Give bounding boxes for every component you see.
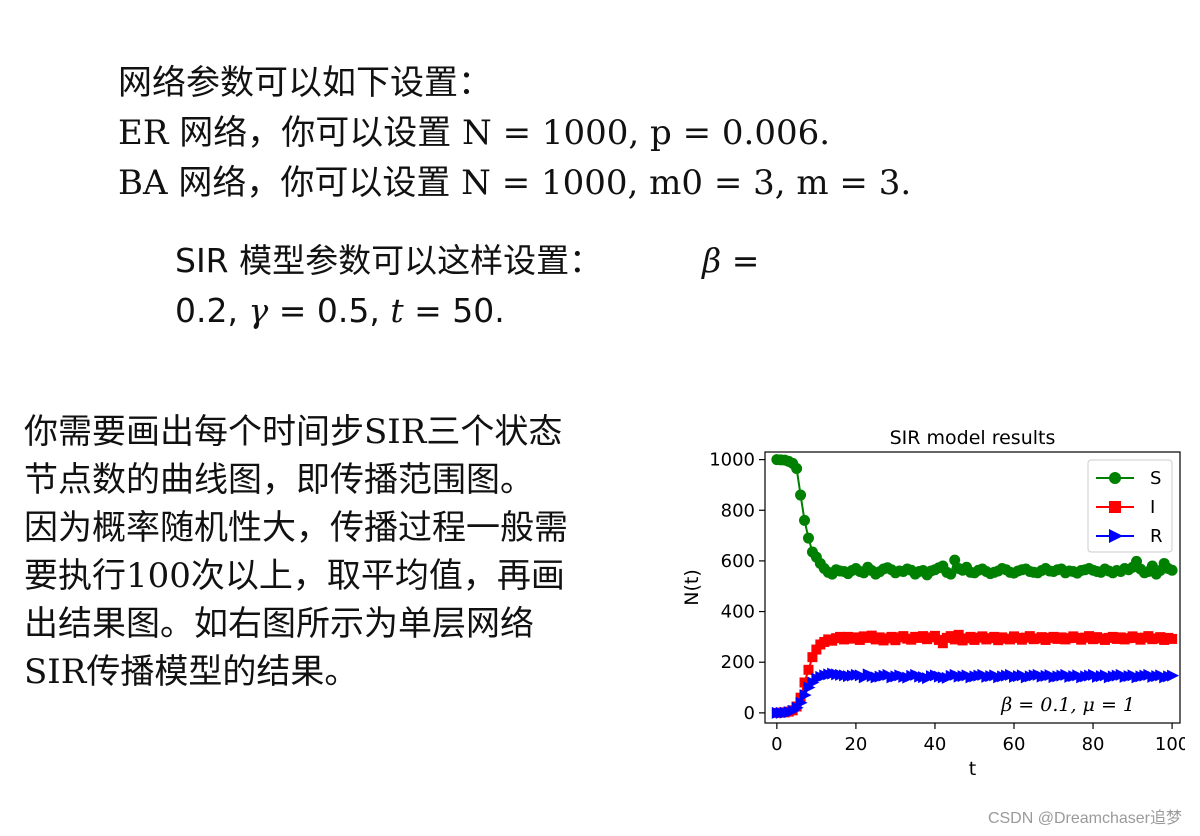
plot-frame	[764, 451, 1181, 724]
watermark: CSDN @Dreamchaser追梦	[987, 810, 1182, 827]
legend-marker-I	[1109, 501, 1121, 513]
data-point-R	[1167, 669, 1180, 682]
t-symbol: t	[390, 291, 404, 330]
data-point-I	[807, 652, 818, 663]
beta-value: 0.2	[175, 291, 228, 330]
description-line: 你需要画出每个时间步SIR三个状态	[24, 412, 563, 452]
data-point-S	[1166, 564, 1178, 576]
data-point-S	[949, 554, 961, 566]
data-point-I	[953, 629, 964, 640]
network-params: 网络参数可以如下设置： ER 网络，你可以设置 N = 1000, p = 0.…	[118, 58, 911, 208]
legend-label-I: I	[1150, 497, 1155, 518]
data-point-S	[945, 568, 957, 580]
y-tick-label: 800	[721, 500, 755, 521]
data-point-R	[803, 681, 816, 694]
equals-sign: =	[414, 291, 442, 330]
x-tick-label: 100	[1155, 734, 1185, 755]
chart-annotation: β = 0.1, μ = 1	[1000, 694, 1135, 716]
network-params-heading: 网络参数可以如下设置：	[118, 63, 492, 103]
data-point-R	[795, 696, 808, 709]
sir-params-line2: 0.2, γ = 0.5, t = 50.	[175, 286, 759, 336]
description: 你需要画出每个时间步SIR三个状态 节点数的曲线图，即传播范围图。 因为概率随机…	[24, 408, 674, 696]
t-value: 50.	[452, 291, 505, 330]
y-axis-label: N(t)	[681, 569, 703, 606]
data-point-S	[791, 462, 803, 474]
data-point-I	[1167, 633, 1178, 644]
legend-marker-R	[1109, 529, 1123, 543]
data-point-I	[811, 644, 822, 655]
y-tick-label: 200	[721, 652, 755, 673]
sir-params-line1: SIR 模型参数可以这样设置： β =	[175, 236, 759, 286]
x-tick-label: 60	[1003, 734, 1026, 755]
description-line: 要执行100次以上，取平均值，再画	[24, 556, 565, 596]
equals-sign: =	[278, 291, 307, 330]
description-line: 节点数的曲线图，即传播范围图。	[24, 460, 534, 500]
x-tick-label: 80	[1082, 734, 1105, 755]
x-tick-label: 40	[923, 734, 946, 755]
x-axis-label: t	[969, 758, 976, 780]
data-point-R	[791, 701, 804, 714]
beta-symbol: β	[702, 241, 722, 280]
data-point-I	[937, 638, 948, 649]
data-point-I	[803, 664, 814, 675]
legend-label-R: R	[1150, 526, 1163, 547]
chart-title: SIR model results	[890, 427, 1056, 449]
gamma-symbol: γ	[248, 291, 269, 330]
x-tick-label: 20	[844, 734, 867, 755]
ba-network-line: BA 网络，你可以设置 N = 1000, m0 = 3, m = 3.	[118, 163, 912, 203]
separator: ,	[369, 291, 380, 330]
description-line: 因为概率随机性大，传播过程一般需	[24, 508, 568, 548]
gamma-value: 0.5	[316, 291, 370, 330]
legend-label-S: S	[1150, 468, 1161, 489]
sir-params: SIR 模型参数可以这样设置： β = 0.2, γ = 0.5, t = 50.	[175, 236, 759, 336]
description-line: 出结果图。如右图所示为单层网络	[24, 604, 534, 644]
data-point-S	[795, 489, 807, 501]
sir-params-intro: SIR 模型参数可以这样设置：	[175, 241, 603, 280]
description-line: SIR传播模型的结果。	[24, 652, 359, 692]
equals-sign: =	[731, 241, 760, 280]
legend-marker-S	[1109, 472, 1121, 484]
y-tick-label: 1000	[709, 450, 755, 471]
data-point-S	[799, 514, 811, 526]
data-point-S	[802, 532, 814, 544]
y-tick-label: 0	[744, 703, 755, 724]
er-network-line: ER 网络，你可以设置 N = 1000, p = 0.006.	[118, 113, 831, 153]
sir-chart: 0 20 40 60 80 100 0 200 400 600 800 1000 SIR model r…	[680, 420, 1185, 782]
separator: ,	[227, 291, 238, 330]
y-tick-label: 400	[721, 602, 755, 623]
data-point-R	[799, 689, 812, 702]
y-tick-label: 600	[721, 551, 755, 572]
x-tick-label: 0	[771, 734, 782, 755]
